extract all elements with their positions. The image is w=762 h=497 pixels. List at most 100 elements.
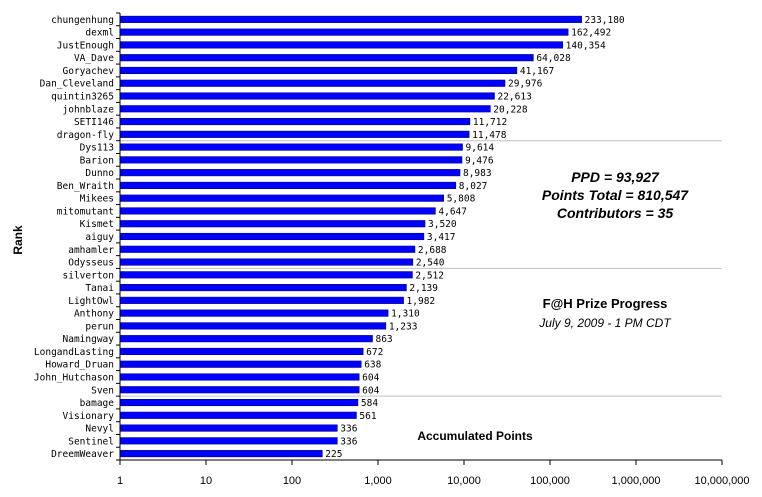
y-axis-title: Rank (11, 225, 25, 255)
value-label: 1,982 (407, 296, 436, 307)
value-label: 3,520 (428, 219, 457, 230)
category-label: Howard_Druan (45, 360, 114, 371)
value-label: 225 (325, 449, 342, 460)
bar (119, 232, 425, 241)
category-label: dragon-fly (57, 130, 114, 141)
value-label: 2,540 (416, 258, 445, 269)
value-label: 584 (361, 398, 378, 409)
category-label: johnblaze (63, 104, 115, 115)
points-total-text: Points Total = 810,547 (541, 187, 689, 203)
value-label: 11,478 (472, 130, 507, 141)
bar (119, 143, 463, 151)
bar (119, 194, 445, 202)
category-label: Namingway (63, 334, 115, 345)
bar (119, 54, 534, 62)
category-label: Sven (91, 385, 114, 396)
value-label: 2,688 (418, 245, 447, 256)
value-label: 9,476 (465, 155, 494, 166)
bar (119, 271, 413, 279)
x-tick-labels: 1 10 100 1,000 10,000 100,000 1,000,000 10,000,… (117, 475, 750, 487)
bar (119, 398, 359, 407)
bar (119, 309, 389, 317)
value-label: 29,976 (508, 79, 543, 90)
value-label: 9,614 (466, 143, 495, 154)
x-tick-label: 10,000 (447, 475, 481, 487)
chart-title: F@H Prize Progress (542, 296, 668, 311)
value-label: 2,139 (409, 283, 438, 294)
category-label: Sentinel (68, 436, 114, 447)
category-label: bamage (80, 398, 115, 409)
category-label: silverton (63, 270, 114, 281)
category-label: dexml (85, 28, 114, 39)
category-label: Dunno (85, 168, 114, 179)
bar (119, 386, 360, 394)
bar (119, 207, 436, 215)
bar (119, 411, 357, 419)
bar (119, 169, 461, 177)
x-tick-label: 100,000 (530, 475, 570, 487)
x-tick-label: 1,000 (364, 475, 392, 487)
category-label: Dys113 (80, 143, 114, 154)
category-label: DreemWeaver (51, 449, 114, 460)
category-label: Ben_Wraith (57, 181, 114, 192)
value-label: 162,492 (571, 28, 611, 39)
value-label: 5,808 (447, 194, 476, 205)
grid-lines (120, 140, 722, 397)
chart-subtitle: July 9, 2009 - 1 PM CDT (539, 316, 671, 330)
x-tick-label: 10,000,000 (694, 475, 749, 487)
bar (119, 66, 518, 75)
bar (119, 335, 373, 343)
category-label: Odysseus (68, 258, 114, 269)
category-label: quintin3265 (51, 92, 114, 103)
bar (119, 258, 414, 266)
category-label: Goryachev (63, 66, 115, 77)
bar (119, 105, 491, 113)
value-label: 8,027 (459, 181, 488, 192)
category-label: Tanai (85, 283, 114, 294)
value-label: 20,228 (493, 104, 528, 115)
bar (119, 15, 582, 23)
value-label: 140,354 (566, 40, 606, 51)
category-label: Mikees (80, 194, 114, 205)
bar (119, 450, 323, 458)
bar (119, 373, 360, 381)
bar (119, 181, 457, 189)
category-label: LightOwl (68, 296, 114, 307)
bar (119, 296, 404, 304)
category-label: VA_Dave (74, 53, 114, 64)
axes (116, 12, 723, 465)
bar (119, 130, 470, 138)
value-label: 64,028 (536, 53, 571, 64)
value-label: 233,180 (585, 15, 625, 26)
ppd-text: PPD = 93,927 (571, 169, 659, 185)
bar (119, 347, 364, 355)
bar (119, 437, 338, 445)
value-label: 3,417 (427, 232, 456, 243)
value-label: 604 (362, 372, 379, 383)
bar (119, 284, 407, 292)
x-tick-label: 1,000,000 (612, 475, 661, 487)
category-label: Visionary (63, 411, 115, 422)
category-label: LongandLasting (34, 347, 114, 358)
category-label: SETI146 (74, 117, 114, 128)
value-label: 561 (359, 411, 376, 422)
bar (119, 245, 416, 253)
category-label: Nevyl (85, 424, 114, 435)
contributors-text: Contributors = 35 (556, 205, 674, 221)
value-label: 336 (340, 436, 357, 447)
value-label: 336 (340, 424, 357, 435)
bar (119, 424, 338, 432)
bar (119, 156, 463, 164)
bar (119, 360, 362, 368)
value-label: 604 (362, 385, 379, 396)
x-tick-label: 100 (283, 475, 301, 487)
bar (119, 322, 387, 330)
x-axis-title: Accumulated Points (417, 429, 533, 443)
bar (119, 28, 569, 36)
value-label: 8,983 (463, 168, 492, 179)
category-label: Kismet (80, 219, 114, 230)
value-label: 1,233 (389, 321, 418, 332)
category-label: aiguy (85, 232, 114, 243)
category-label: Dan_Cleveland (40, 79, 114, 90)
